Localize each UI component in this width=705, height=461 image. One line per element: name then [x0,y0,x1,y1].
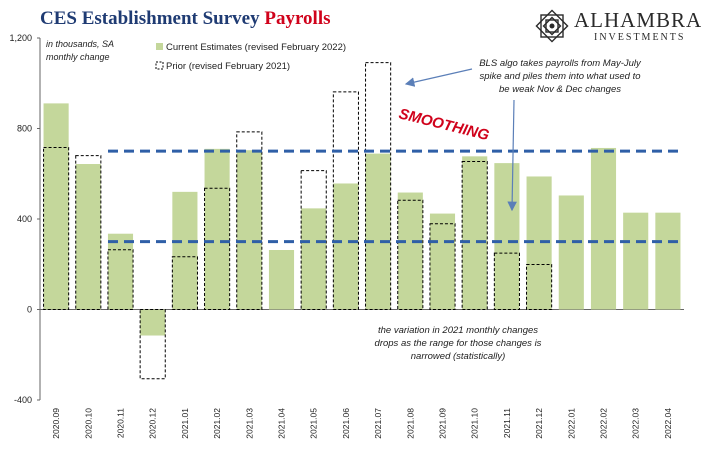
x-tick-label: 2020.12 [148,408,158,439]
bar-current-2021.02 [204,148,230,310]
variation-note-line: drops as the range for those changes is [375,338,542,349]
x-tick-label: 2022.02 [599,408,609,439]
smoothing-annotation: SMOOTHING [397,105,491,144]
alhambra-logo: ALHAMBRA INVESTMENTS [532,6,702,48]
title-main: CES Establishment Survey [40,8,265,29]
bar-prior-2020.09 [43,147,70,310]
x-tick-label: 2021.04 [277,408,287,439]
bar-current-2021.01 [172,191,198,310]
legend-label-current: Current Estimates (revised February 2022… [166,42,346,53]
x-tick-label: 2021.10 [470,408,480,439]
y-tick-label: 0 [27,305,32,315]
logo-name: ALHAMBRA [574,8,703,32]
x-tick-label: 2021.09 [438,408,448,439]
x-tick-label: 2021.07 [373,408,383,439]
bar-current-2021.06 [333,183,359,310]
bar-prior-2021.05 [300,170,327,310]
y-tick-label: 800 [17,124,32,134]
bar-current-2020.12 [140,309,166,336]
bar-current-2022.01 [558,195,584,310]
bar-current-2020.11 [107,233,134,310]
bar-current-2021.11 [494,163,520,310]
legend-swatch-current [156,43,163,50]
bar-prior-2021.07 [365,62,392,310]
bar-prior-2021.11 [493,252,520,311]
arrow-to-nov-dec [507,99,517,212]
bar-prior-2021.06 [332,91,359,310]
x-tick-label: 2020.10 [83,408,93,439]
y-tick-label: -400 [14,395,32,405]
bar-current-2022.04 [655,212,681,310]
bls-note-line: spike and piles them into what used to [479,71,640,82]
x-tick-label: 2021.08 [405,408,415,439]
bar-current-2020.10 [75,164,101,310]
bar-prior-2021.10 [461,161,488,310]
x-tick-label: 2021.12 [534,408,544,439]
bar-current-2021.04 [268,249,295,310]
bar-prior-2021.03 [236,131,263,310]
x-tick-label: 2021.03 [244,408,254,439]
bar-current-2021.09 [429,213,456,310]
title-accent: Payrolls [264,8,331,29]
bar-prior-2020.10 [75,155,102,310]
x-tick-label: 2020.09 [51,408,61,439]
legend-label-prior: Prior (revised February 2021) [166,61,290,72]
units-note: in thousands, SA monthly change [46,39,115,62]
bar-current-2021.10 [462,156,488,310]
bar-prior-2020.12 [139,309,166,380]
bar-current-2021.08 [397,192,423,310]
bar-prior-2021.09 [429,223,456,310]
arrow-to-july-spike [404,68,473,87]
chart-title: CES Establishment Survey Payrolls [40,8,331,30]
logo-subtitle: INVESTMENTS [594,32,686,43]
bls-note-line: BLS algo takes payrolls from May-July [479,58,642,69]
bar-current-2021.05 [301,208,327,310]
x-tick-label: 2021.02 [212,408,222,439]
x-tick-label: 2022.03 [631,408,641,439]
legend-swatch-prior [155,61,164,70]
x-tick-label: 2021.01 [180,408,190,439]
bar-current-2021.03 [236,150,262,310]
bar-prior-2021.01 [171,256,198,311]
bar-prior-2021.08 [397,199,424,310]
alhambra-star-icon [535,9,569,43]
x-tick-label: 2020.11 [116,408,126,438]
bar-prior-2021.02 [204,187,231,310]
y-tick-label: 1,200 [9,33,32,43]
bls-note-line: be weak Nov & Dec changes [499,84,621,95]
variation-note-line: the variation in 2021 monthly changes [378,325,538,336]
x-tick-label: 2022.01 [566,408,576,439]
bar-current-2022.02 [590,147,617,310]
x-tick-label: 2022.04 [663,408,673,439]
bar-current-2022.03 [623,212,649,310]
x-tick-label: 2021.11 [502,408,512,438]
bar-current-2021.07 [365,153,391,310]
bar-prior-2020.11 [107,249,134,311]
y-tick-label: 400 [17,214,32,224]
variation-note-line: narrowed (statistically) [411,351,506,362]
x-tick-label: 2021.06 [341,408,351,439]
x-tick-label: 2021.05 [309,408,319,439]
bar-prior-2021.12 [526,263,553,311]
bar-current-2020.09 [43,103,69,310]
